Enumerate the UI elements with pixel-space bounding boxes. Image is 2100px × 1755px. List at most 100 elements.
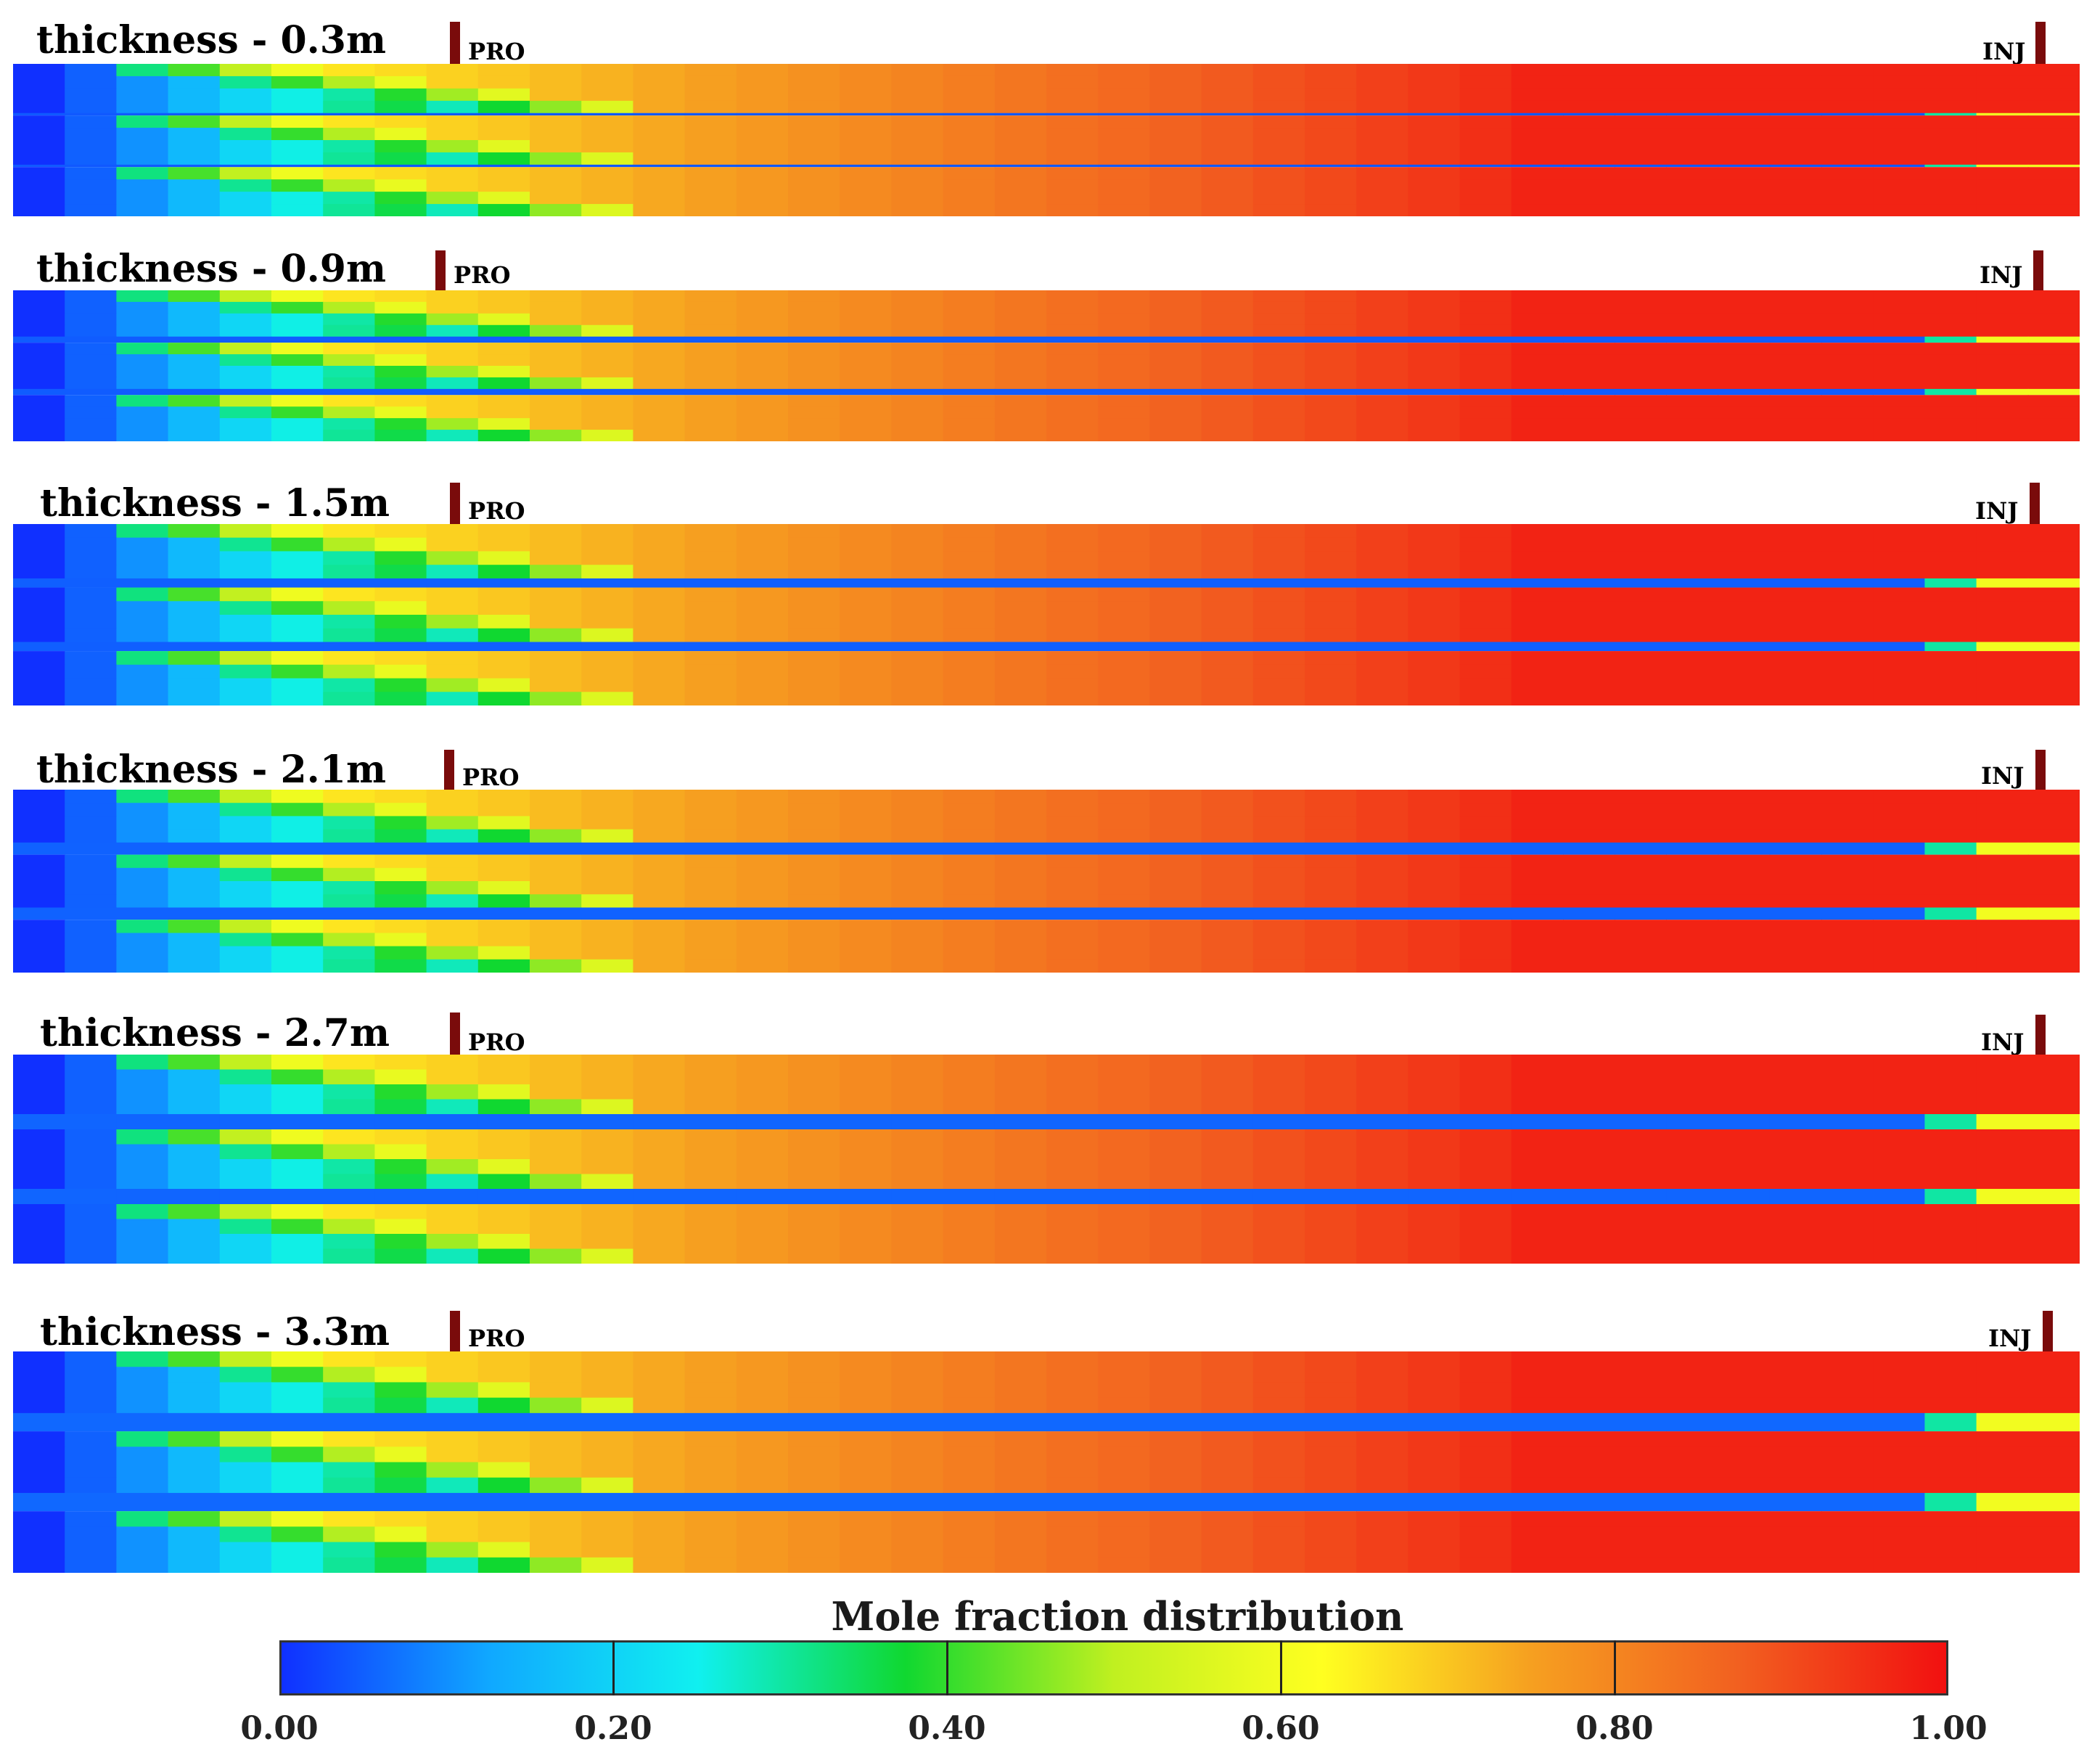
grid-cell bbox=[1769, 354, 1822, 367]
grid-cell bbox=[736, 152, 789, 165]
grid-cell bbox=[271, 313, 324, 326]
grid-cell bbox=[1356, 867, 1408, 882]
channel-cell bbox=[1873, 842, 1925, 855]
grid-cell bbox=[530, 88, 582, 102]
grid-cell bbox=[65, 1477, 117, 1494]
grid-cell bbox=[168, 790, 221, 803]
grid-cell bbox=[1252, 1069, 1305, 1085]
grid-cell bbox=[65, 1129, 117, 1145]
grid-cell bbox=[788, 301, 840, 314]
grid-cell bbox=[684, 75, 737, 89]
channel-cell bbox=[581, 907, 633, 920]
grid-cell bbox=[788, 524, 840, 539]
grid-cell bbox=[323, 167, 375, 180]
grid-cell bbox=[1201, 933, 1254, 947]
grid-cell bbox=[1821, 867, 1874, 882]
channel-cell bbox=[1769, 1189, 1822, 1204]
grid-cell bbox=[1201, 115, 1254, 128]
grid-cell bbox=[168, 430, 221, 441]
grid-cell bbox=[581, 678, 633, 692]
grid-cell bbox=[271, 692, 324, 705]
grid-cell bbox=[1511, 1447, 1564, 1463]
grid-cell bbox=[2027, 651, 2080, 666]
grid-cell bbox=[1201, 854, 1254, 869]
grid-cell bbox=[840, 418, 892, 430]
grid-cell bbox=[1305, 565, 1357, 579]
grid-cell bbox=[943, 664, 996, 679]
grid-cell bbox=[994, 615, 1047, 629]
channel-cell bbox=[219, 1189, 272, 1204]
channel-cell bbox=[994, 112, 1047, 116]
grid-cell bbox=[1563, 64, 1615, 77]
grid-cell bbox=[13, 829, 65, 843]
grid-cell bbox=[530, 152, 582, 165]
grid-cell bbox=[426, 1462, 479, 1478]
grid-cell bbox=[2027, 179, 2080, 192]
grid-cell bbox=[1563, 100, 1615, 114]
grid-cell bbox=[1976, 75, 2029, 89]
grid-cell bbox=[1873, 1204, 1925, 1220]
grid-cell bbox=[994, 601, 1047, 615]
grid-cell bbox=[1305, 678, 1357, 692]
grid-cell bbox=[1356, 395, 1408, 407]
channel-cell bbox=[477, 388, 530, 396]
grid-cell bbox=[1149, 1351, 1202, 1367]
grid-cell bbox=[426, 395, 479, 407]
grid-cell bbox=[1666, 524, 1719, 539]
grid-cell bbox=[1149, 867, 1202, 882]
grid-cell bbox=[633, 867, 686, 882]
grid-cell bbox=[1098, 565, 1150, 579]
channel-cell bbox=[840, 907, 892, 920]
grid-cell bbox=[1252, 881, 1305, 895]
channel-cell bbox=[168, 1492, 221, 1512]
channel-cell bbox=[1459, 1189, 1512, 1204]
grid-cell bbox=[1098, 537, 1150, 552]
channel-cell bbox=[1821, 642, 1874, 652]
grid-cell bbox=[633, 1129, 686, 1145]
grid-cell bbox=[1666, 406, 1719, 419]
channel-cell bbox=[65, 642, 117, 652]
grid-cell bbox=[477, 406, 530, 419]
grid-cell bbox=[477, 418, 530, 430]
grid-cell bbox=[943, 88, 996, 102]
grid-cell bbox=[1873, 1084, 1925, 1100]
grid-cell bbox=[168, 100, 221, 114]
grid-cell bbox=[943, 1397, 996, 1414]
grid-cell bbox=[1511, 854, 1564, 869]
grid-cell bbox=[1459, 140, 1512, 153]
grid-cell bbox=[891, 1234, 944, 1250]
grid-cell bbox=[684, 959, 737, 973]
grid-cell bbox=[168, 1248, 221, 1264]
grid-cell bbox=[1149, 1431, 1202, 1447]
grid-cell bbox=[1615, 867, 1667, 882]
grid-cell bbox=[65, 324, 117, 338]
grid-cell bbox=[1098, 1351, 1150, 1367]
grid-cell bbox=[1976, 894, 2029, 908]
grid-cell bbox=[633, 854, 686, 869]
grid-cell bbox=[116, 664, 169, 679]
grid-cell bbox=[219, 1431, 272, 1447]
mole-fraction-grid bbox=[13, 1351, 2080, 1573]
grid-cell bbox=[1459, 601, 1512, 615]
grid-cell bbox=[943, 1069, 996, 1085]
grid-cell bbox=[1563, 933, 1615, 947]
grid-cell bbox=[1252, 1144, 1305, 1160]
grid-cell bbox=[271, 75, 324, 89]
grid-cell bbox=[374, 854, 427, 869]
grid-cell bbox=[116, 854, 169, 869]
grid-cell bbox=[943, 366, 996, 378]
grid-cell bbox=[943, 301, 996, 314]
channel-cell bbox=[1046, 1492, 1099, 1512]
grid-cell bbox=[1305, 1234, 1357, 1250]
grid-cell bbox=[684, 1526, 737, 1543]
grid-cell bbox=[1201, 100, 1254, 114]
grid-cell bbox=[633, 1174, 686, 1190]
grid-cell bbox=[1511, 1431, 1564, 1447]
grid-cell bbox=[1718, 829, 1771, 843]
grid-cell bbox=[1149, 115, 1202, 128]
grid-cell bbox=[1769, 377, 1822, 390]
grid-cell bbox=[1305, 290, 1357, 303]
channel-cell bbox=[891, 642, 944, 652]
channel-cell bbox=[1046, 1412, 1099, 1432]
grid-cell bbox=[684, 524, 737, 539]
